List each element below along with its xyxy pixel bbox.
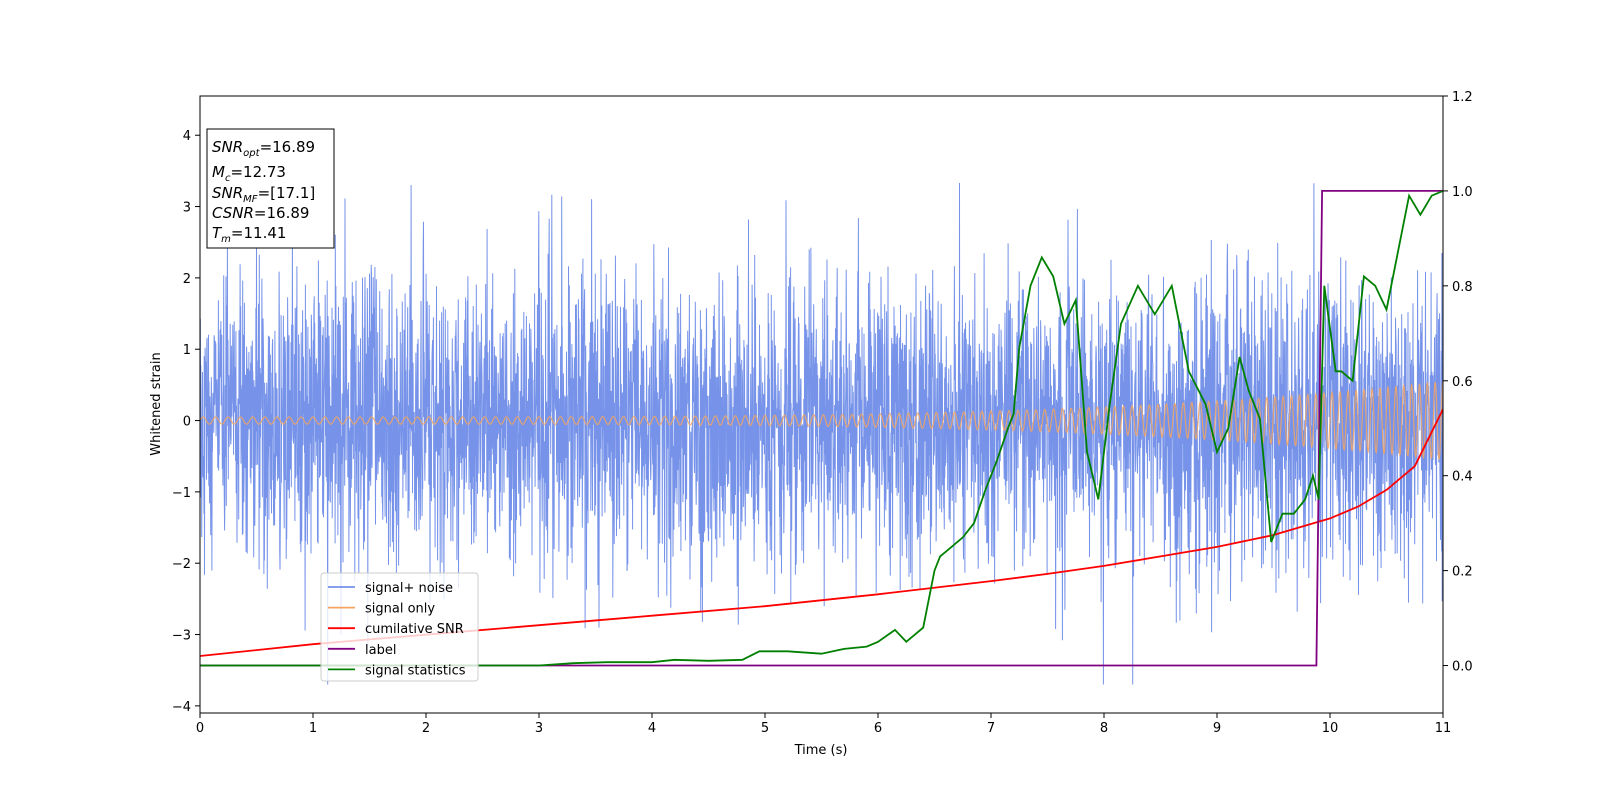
y-tick-label: 3	[183, 201, 191, 216]
y-tick-label: 4	[183, 129, 191, 144]
axes-layer: 0 1 2 3 4 5 6 7 8 9 10 11 −4 −3 −2 −1 0 1 2 3 4 0.0 0.2 0.4 0.6 0…	[172, 90, 1473, 736]
series-layer	[200, 190, 1443, 667]
legend-item-label: label	[328, 643, 396, 658]
y2-tick-label: 1.2	[1452, 90, 1473, 105]
x-tick-label: 11	[1435, 721, 1452, 736]
annotation-box: SNRopt=16.89 Mc=12.73 SNRMF=[17.1] CSNR=…	[206, 128, 335, 249]
legend-item-signal-noise: signal+ noise	[328, 581, 453, 596]
legend-frame	[320, 572, 479, 682]
y2-tick-label: 0.0	[1452, 660, 1473, 675]
y-tick-label: −1	[172, 486, 191, 501]
x-tick-label: 6	[874, 721, 882, 736]
series-signal-only	[200, 381, 1443, 460]
annot-mc: Mc=12.73	[212, 163, 286, 184]
x-tick-label: 2	[422, 721, 430, 736]
legend-item-signal-statistics: signal statistics	[328, 663, 466, 678]
plot-frame	[199, 95, 1444, 714]
legend-label: signal+ noise	[365, 581, 453, 596]
y-tick-label: 0	[183, 415, 191, 430]
y-tick-label: 1	[183, 343, 191, 358]
x-tick-label: 7	[987, 721, 995, 736]
x-tick-label: 5	[761, 721, 769, 736]
x-tick-label: 0	[196, 721, 204, 736]
legend-label: cumilative SNR	[365, 622, 464, 637]
series-signal-noise	[200, 182, 1443, 685]
legend-item-cumilative-snr: cumilative SNR	[328, 622, 464, 637]
annot-csnr: CSNR=16.89	[212, 204, 309, 222]
legend-label: signal statistics	[365, 663, 466, 678]
series-cumilative-snr	[200, 408, 1443, 657]
y-axis-title: Whitened strain	[149, 352, 164, 455]
x-tick-label: 4	[648, 721, 656, 736]
annot-snr-opt: SNRopt=16.89	[212, 138, 315, 159]
y2-tick-label: 0.6	[1452, 375, 1473, 390]
x-tick-label: 3	[535, 721, 543, 736]
legend-label: signal only	[365, 602, 435, 617]
series-label	[200, 190, 1443, 667]
legend-item-signal-only: signal only	[328, 602, 435, 617]
y2-tick-label: 0.4	[1452, 470, 1473, 485]
y-tick-label: −3	[172, 629, 191, 644]
x-tick-label: 10	[1322, 721, 1339, 736]
y2-tick-label: 0.8	[1452, 280, 1473, 295]
legend-label: label	[365, 643, 396, 658]
annot-snr-mf: SNRMF=[17.1]	[212, 184, 315, 205]
signal-noise-layer	[200, 182, 1443, 685]
legend: signal+ noise signal only cumilative SNR la…	[320, 572, 479, 682]
x-tick-label: 9	[1213, 721, 1221, 736]
y-tick-label: −4	[172, 700, 191, 715]
annot-tm: Tm=11.41	[212, 224, 286, 245]
series-signal-statistics	[200, 190, 1443, 667]
y2-tick-label: 0.2	[1452, 565, 1473, 580]
y-tick-label: −2	[172, 557, 191, 572]
x-tick-label: 8	[1100, 721, 1108, 736]
x-tick-label: 1	[309, 721, 317, 736]
x-axis-title: Time (s)	[794, 743, 848, 758]
y2-tick-label: 1.0	[1452, 185, 1473, 200]
y-tick-label: 2	[183, 272, 191, 287]
